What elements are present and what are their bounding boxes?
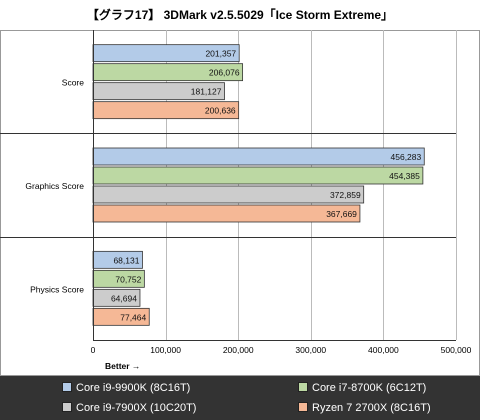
category-label: Physics Score [30,284,84,294]
data-label: 70,752 [115,274,141,284]
x-tick-label: 100,000 [150,345,181,355]
category-label: Score [62,78,84,88]
bar [92,204,361,223]
bar [92,147,425,166]
legend-swatch [298,402,308,413]
x-axis-label: Better → [105,361,140,371]
legend: Core i9-9900K (8C16T) Core i7-8700K (6C12… [0,376,480,420]
data-label: 367,669 [326,209,357,219]
data-label: 201,357 [205,49,236,59]
data-label: 372,859 [330,190,361,200]
data-label: 206,076 [209,68,240,78]
data-label: 64,694 [111,293,137,303]
legend-label: Core i7-8700K (6C12T) [312,382,427,395]
x-tick-label: 0 [91,345,96,355]
data-label: 181,127 [191,87,222,97]
legend-swatch [298,382,308,393]
data-label: 454,385 [389,171,420,181]
data-label: 200,636 [205,106,236,116]
data-label: 68,131 [113,255,139,265]
data-label: 456,283 [391,152,422,162]
x-tick-label: 200,000 [223,345,254,355]
bar [92,166,424,185]
data-label: 77,464 [120,312,146,322]
legend-item: Core i7-8700K (6C12T) [298,380,426,396]
x-tick-label: 400,000 [368,345,399,355]
category-label: Graphics Score [25,181,84,191]
legend-swatch [62,402,72,413]
legend-item: Core i9-9900K (8C16T) [62,380,190,396]
bar-chart: Score 201,357 206,076 181,127 200,636 Graphic… [0,30,480,376]
legend-label: Core i9-9900K (8C16T) [76,382,191,395]
x-tick-label: 300,000 [295,345,326,355]
chart-title: 【グラフ17】 3DMark v2.5.5029「Ice Storm Extre… [86,8,394,22]
legend-item: Ryzen 7 2700X (8C16T) [298,400,431,416]
legend-item: Core i9-7900X (10C20T) [62,400,196,416]
x-tick-label: 500,000 [441,345,472,355]
legend-label: Core i9-7900X (10C20T) [76,402,197,415]
legend-swatch [62,382,72,393]
legend-label: Ryzen 7 2700X (8C16T) [312,402,431,415]
bar [92,185,365,204]
